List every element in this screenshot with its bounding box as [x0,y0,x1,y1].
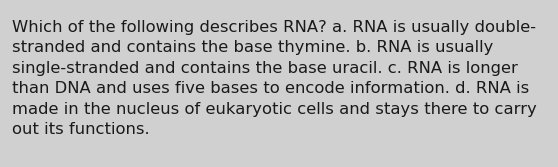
Text: Which of the following describes RNA? a. RNA is usually double-
stranded and con: Which of the following describes RNA? a.… [12,20,537,137]
